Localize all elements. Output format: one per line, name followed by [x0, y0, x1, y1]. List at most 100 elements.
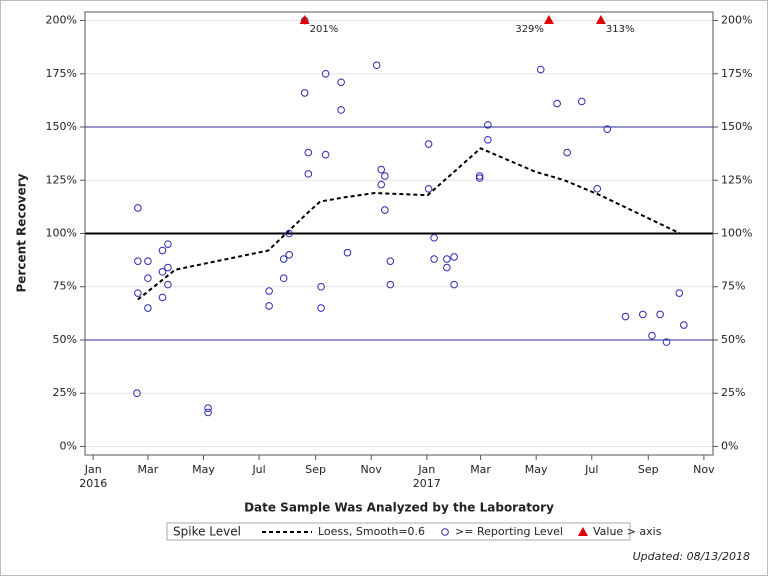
point	[204, 408, 212, 417]
point	[475, 172, 484, 180]
point	[265, 302, 273, 310]
y2-tick-label: 50%	[721, 333, 745, 346]
x-tick-label: May	[525, 463, 548, 476]
point	[563, 148, 571, 157]
y-axis-label: Percent Recovery	[15, 173, 29, 292]
point	[475, 174, 484, 182]
y-tick-label: 50%	[53, 333, 77, 346]
point	[443, 263, 451, 272]
point	[621, 312, 630, 321]
point	[144, 274, 152, 283]
point	[158, 268, 167, 276]
y-tick-label: 100%	[46, 227, 77, 240]
point	[484, 135, 492, 144]
point	[430, 255, 438, 263]
y2-tick-label: 125%	[721, 173, 752, 186]
point	[337, 106, 345, 114]
x-tick-label: Nov	[360, 463, 382, 476]
point	[675, 289, 684, 297]
point	[134, 204, 142, 212]
point	[164, 280, 172, 289]
point	[144, 257, 152, 265]
x-tick-year: 2016	[79, 477, 107, 490]
point	[553, 99, 561, 108]
y2-tick-label: 175%	[721, 67, 752, 80]
x-axis-label: Date Sample Was Analyzed by the Laborato…	[244, 501, 554, 515]
x-tick-year: 2017	[413, 477, 441, 490]
point	[279, 274, 288, 283]
y2-tick-label: 25%	[721, 386, 745, 399]
point	[343, 248, 352, 257]
point	[134, 257, 142, 265]
point	[656, 310, 664, 319]
legend-swatch	[441, 528, 449, 536]
over-axis-marker	[595, 15, 606, 24]
point	[484, 121, 492, 129]
point	[133, 389, 141, 398]
point	[593, 184, 602, 193]
point	[317, 304, 325, 312]
over-axis-marker	[299, 15, 310, 24]
y2-tick-label: 0%	[721, 439, 738, 452]
legend-label: Value > axis	[593, 525, 662, 538]
y2-tick-label: 75%	[721, 280, 745, 293]
x-tick-label: Mar	[138, 463, 159, 476]
point	[680, 321, 688, 329]
x-tick-label: Jul	[584, 463, 598, 476]
point	[662, 338, 671, 346]
point	[304, 170, 313, 178]
legend-swatch	[577, 527, 588, 536]
legend-box	[166, 522, 631, 541]
y-tick-label: 175%	[46, 67, 77, 80]
x-tick-label: Sep	[305, 463, 326, 476]
point	[577, 97, 586, 106]
legend-title: Spike Level	[173, 525, 241, 539]
y-tick-label: 25%	[53, 386, 77, 399]
point	[285, 229, 293, 238]
point	[265, 287, 273, 295]
y-tick-label: 75%	[53, 280, 77, 293]
point	[337, 78, 345, 87]
legend-label: Loess, Smooth=0.6	[318, 525, 425, 538]
x-tick-label: Jan	[417, 463, 435, 476]
point	[317, 282, 325, 291]
point	[204, 404, 212, 412]
point	[164, 240, 172, 248]
point	[134, 289, 142, 297]
x-tick-label: Mar	[470, 463, 491, 476]
point	[424, 140, 433, 148]
y-tick-label: 125%	[46, 173, 77, 186]
y-tick-label: 0%	[60, 439, 77, 452]
point	[648, 331, 656, 340]
point	[304, 148, 313, 157]
point	[377, 165, 386, 174]
x-tick-label: Jan	[84, 463, 102, 476]
data-label: 329%	[515, 24, 544, 35]
y2-tick-label: 100%	[721, 227, 752, 240]
point	[300, 89, 309, 97]
loess-line	[137, 147, 681, 301]
x-tick-label: Jul	[251, 463, 265, 476]
x-tick-label: May	[192, 463, 215, 476]
point	[424, 184, 433, 193]
y2-tick-label: 200%	[721, 14, 752, 27]
point	[386, 280, 395, 289]
point	[386, 257, 395, 265]
point	[144, 304, 152, 312]
point	[377, 180, 386, 189]
legend-label: >= Reporting Level	[455, 525, 563, 538]
point	[321, 69, 330, 78]
point	[450, 280, 458, 289]
plot-frame	[84, 11, 714, 456]
x-tick-label: Nov	[693, 463, 715, 476]
point	[285, 250, 293, 259]
point	[450, 253, 458, 261]
point	[158, 293, 167, 302]
point	[381, 206, 389, 214]
point	[372, 61, 381, 70]
y-tick-label: 200%	[46, 14, 77, 27]
point	[158, 246, 167, 255]
footer: Updated: 08/13/2018	[633, 550, 750, 563]
